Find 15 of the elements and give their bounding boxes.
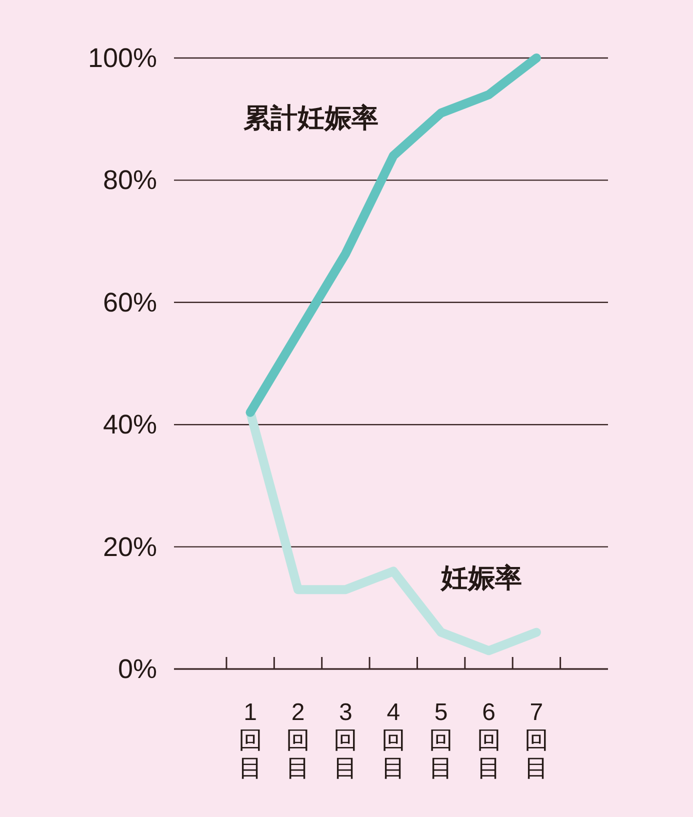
y-tick-label: 60% [102, 287, 157, 318]
x-tick-label: 4回目 [381, 699, 406, 782]
y-tick-label: 20% [102, 532, 157, 562]
series-label: 累計妊娠率 [242, 103, 378, 133]
x-tick-label: 5回目 [429, 699, 454, 782]
y-tick-label: 100% [88, 43, 157, 73]
x-tick-label: 7回目 [524, 699, 548, 782]
y-tick-label: 80% [102, 165, 157, 196]
x-tick-label: 3回目 [334, 699, 358, 782]
x-tick-label: 1回目 [238, 699, 262, 782]
x-tick-label: 6回目 [476, 699, 501, 782]
y-tick-label: 0% [118, 654, 157, 684]
series-label: 妊娠率 [440, 563, 522, 593]
x-tick-label: 2回目 [286, 699, 310, 782]
y-tick-label: 40% [102, 410, 157, 440]
